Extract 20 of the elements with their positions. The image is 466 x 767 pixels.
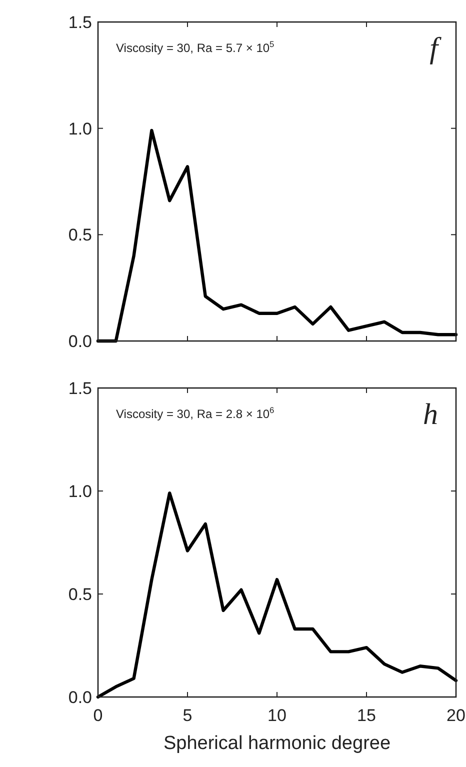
y-tick-label: 1.5 xyxy=(68,13,92,32)
line-series xyxy=(96,128,458,343)
y-tick-label: 1.0 xyxy=(68,482,92,501)
y-tick-label: 0.0 xyxy=(68,332,92,351)
x-tick-label: 0 xyxy=(93,706,103,725)
annotation: Viscosity = 30, Ra = 5.7 × 10$^{5}$ xyxy=(116,39,275,55)
x-tick-label: 20 xyxy=(446,706,466,725)
annotation: h xyxy=(423,398,438,431)
y-tick-label: 0.0 xyxy=(68,688,92,707)
y-tick-label: 1.5 xyxy=(68,379,92,398)
x-axis-title: Spherical harmonic degree xyxy=(163,733,391,754)
y-tick-label: 1.0 xyxy=(68,119,92,138)
annotation: Viscosity = 30, Ra = 2.8 × 10$^{6}$ xyxy=(116,405,275,421)
x-tick-label: 15 xyxy=(357,706,376,725)
y-tick-label: 0.5 xyxy=(68,226,92,245)
annotation: f xyxy=(430,32,442,65)
x-tick-label: 5 xyxy=(182,706,192,725)
y-tick-label: 0.5 xyxy=(68,585,92,604)
x-tick-label: 10 xyxy=(268,706,286,725)
line-series xyxy=(96,491,458,699)
